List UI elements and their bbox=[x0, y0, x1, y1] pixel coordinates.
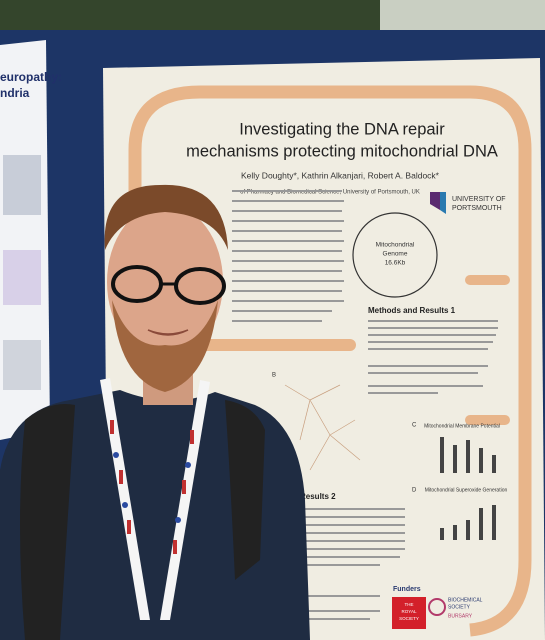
logo-text: UNIVERSITY OF bbox=[452, 196, 506, 203]
face bbox=[107, 204, 223, 360]
left-figure bbox=[3, 250, 41, 305]
panel-label: B bbox=[272, 373, 276, 379]
backpack-strap bbox=[20, 404, 75, 640]
lanyard-print bbox=[113, 452, 191, 523]
genome-label: Genome bbox=[383, 251, 408, 258]
genome-circle bbox=[352, 212, 438, 298]
mitochondrion-outline bbox=[128, 85, 532, 637]
lanyard-print bbox=[110, 420, 194, 554]
royal-society-logo bbox=[392, 597, 426, 629]
genome-label: 16.6Kb bbox=[385, 260, 406, 267]
poster-chart bbox=[440, 505, 496, 540]
poster-title: Investigating the DNA repair bbox=[239, 120, 445, 138]
body-text bbox=[232, 190, 498, 620]
smile bbox=[147, 329, 189, 336]
poster-authors: Kelly Doughty*, Kathrin Alkanjari, Rober… bbox=[241, 170, 440, 180]
network-diagram bbox=[284, 384, 361, 471]
chart-title: Mitochondrial Superoxide Generation bbox=[425, 487, 508, 493]
beard bbox=[112, 300, 218, 392]
lanyard bbox=[100, 378, 150, 620]
poster-title: mechanisms protecting mitochondrial DNA bbox=[186, 142, 498, 160]
lanyard bbox=[160, 380, 210, 620]
logo-text: SOCIETY bbox=[399, 616, 419, 621]
logo-mark bbox=[440, 192, 446, 214]
logo-text: BURSARY bbox=[448, 613, 473, 619]
left-poster-title: europathy: bbox=[0, 70, 62, 84]
left-figure bbox=[3, 155, 41, 215]
section-heading: Funders bbox=[393, 586, 421, 593]
biochem-logo bbox=[428, 598, 446, 616]
logo-mark bbox=[430, 192, 440, 210]
backpack-strap bbox=[225, 400, 265, 580]
panel-label: D bbox=[412, 488, 417, 494]
left-figure bbox=[3, 340, 41, 390]
section-heading: Methods and Results 1 bbox=[368, 306, 456, 315]
poster-chart bbox=[440, 437, 496, 473]
hair bbox=[104, 184, 228, 250]
chart-title: Mitochondrial Membrane Potential bbox=[424, 423, 500, 429]
logo-text: BIOCHEMICAL bbox=[448, 597, 483, 603]
logo-text: PORTSMOUTH bbox=[452, 205, 502, 212]
glasses bbox=[174, 267, 226, 305]
genome-label: Mitochondrial bbox=[376, 242, 415, 249]
panel-label: C bbox=[412, 423, 417, 429]
logo-text: ROYAL bbox=[402, 609, 417, 614]
logo-text: SOCIETY bbox=[448, 604, 471, 610]
crista bbox=[465, 275, 510, 425]
logo-text: THE bbox=[405, 602, 414, 607]
section-heading: Results 2 bbox=[300, 492, 336, 501]
poster-affiliation: of Pharmacy and Biomedical Science, Univ… bbox=[240, 190, 420, 196]
left-poster-title: ndria bbox=[0, 86, 30, 100]
